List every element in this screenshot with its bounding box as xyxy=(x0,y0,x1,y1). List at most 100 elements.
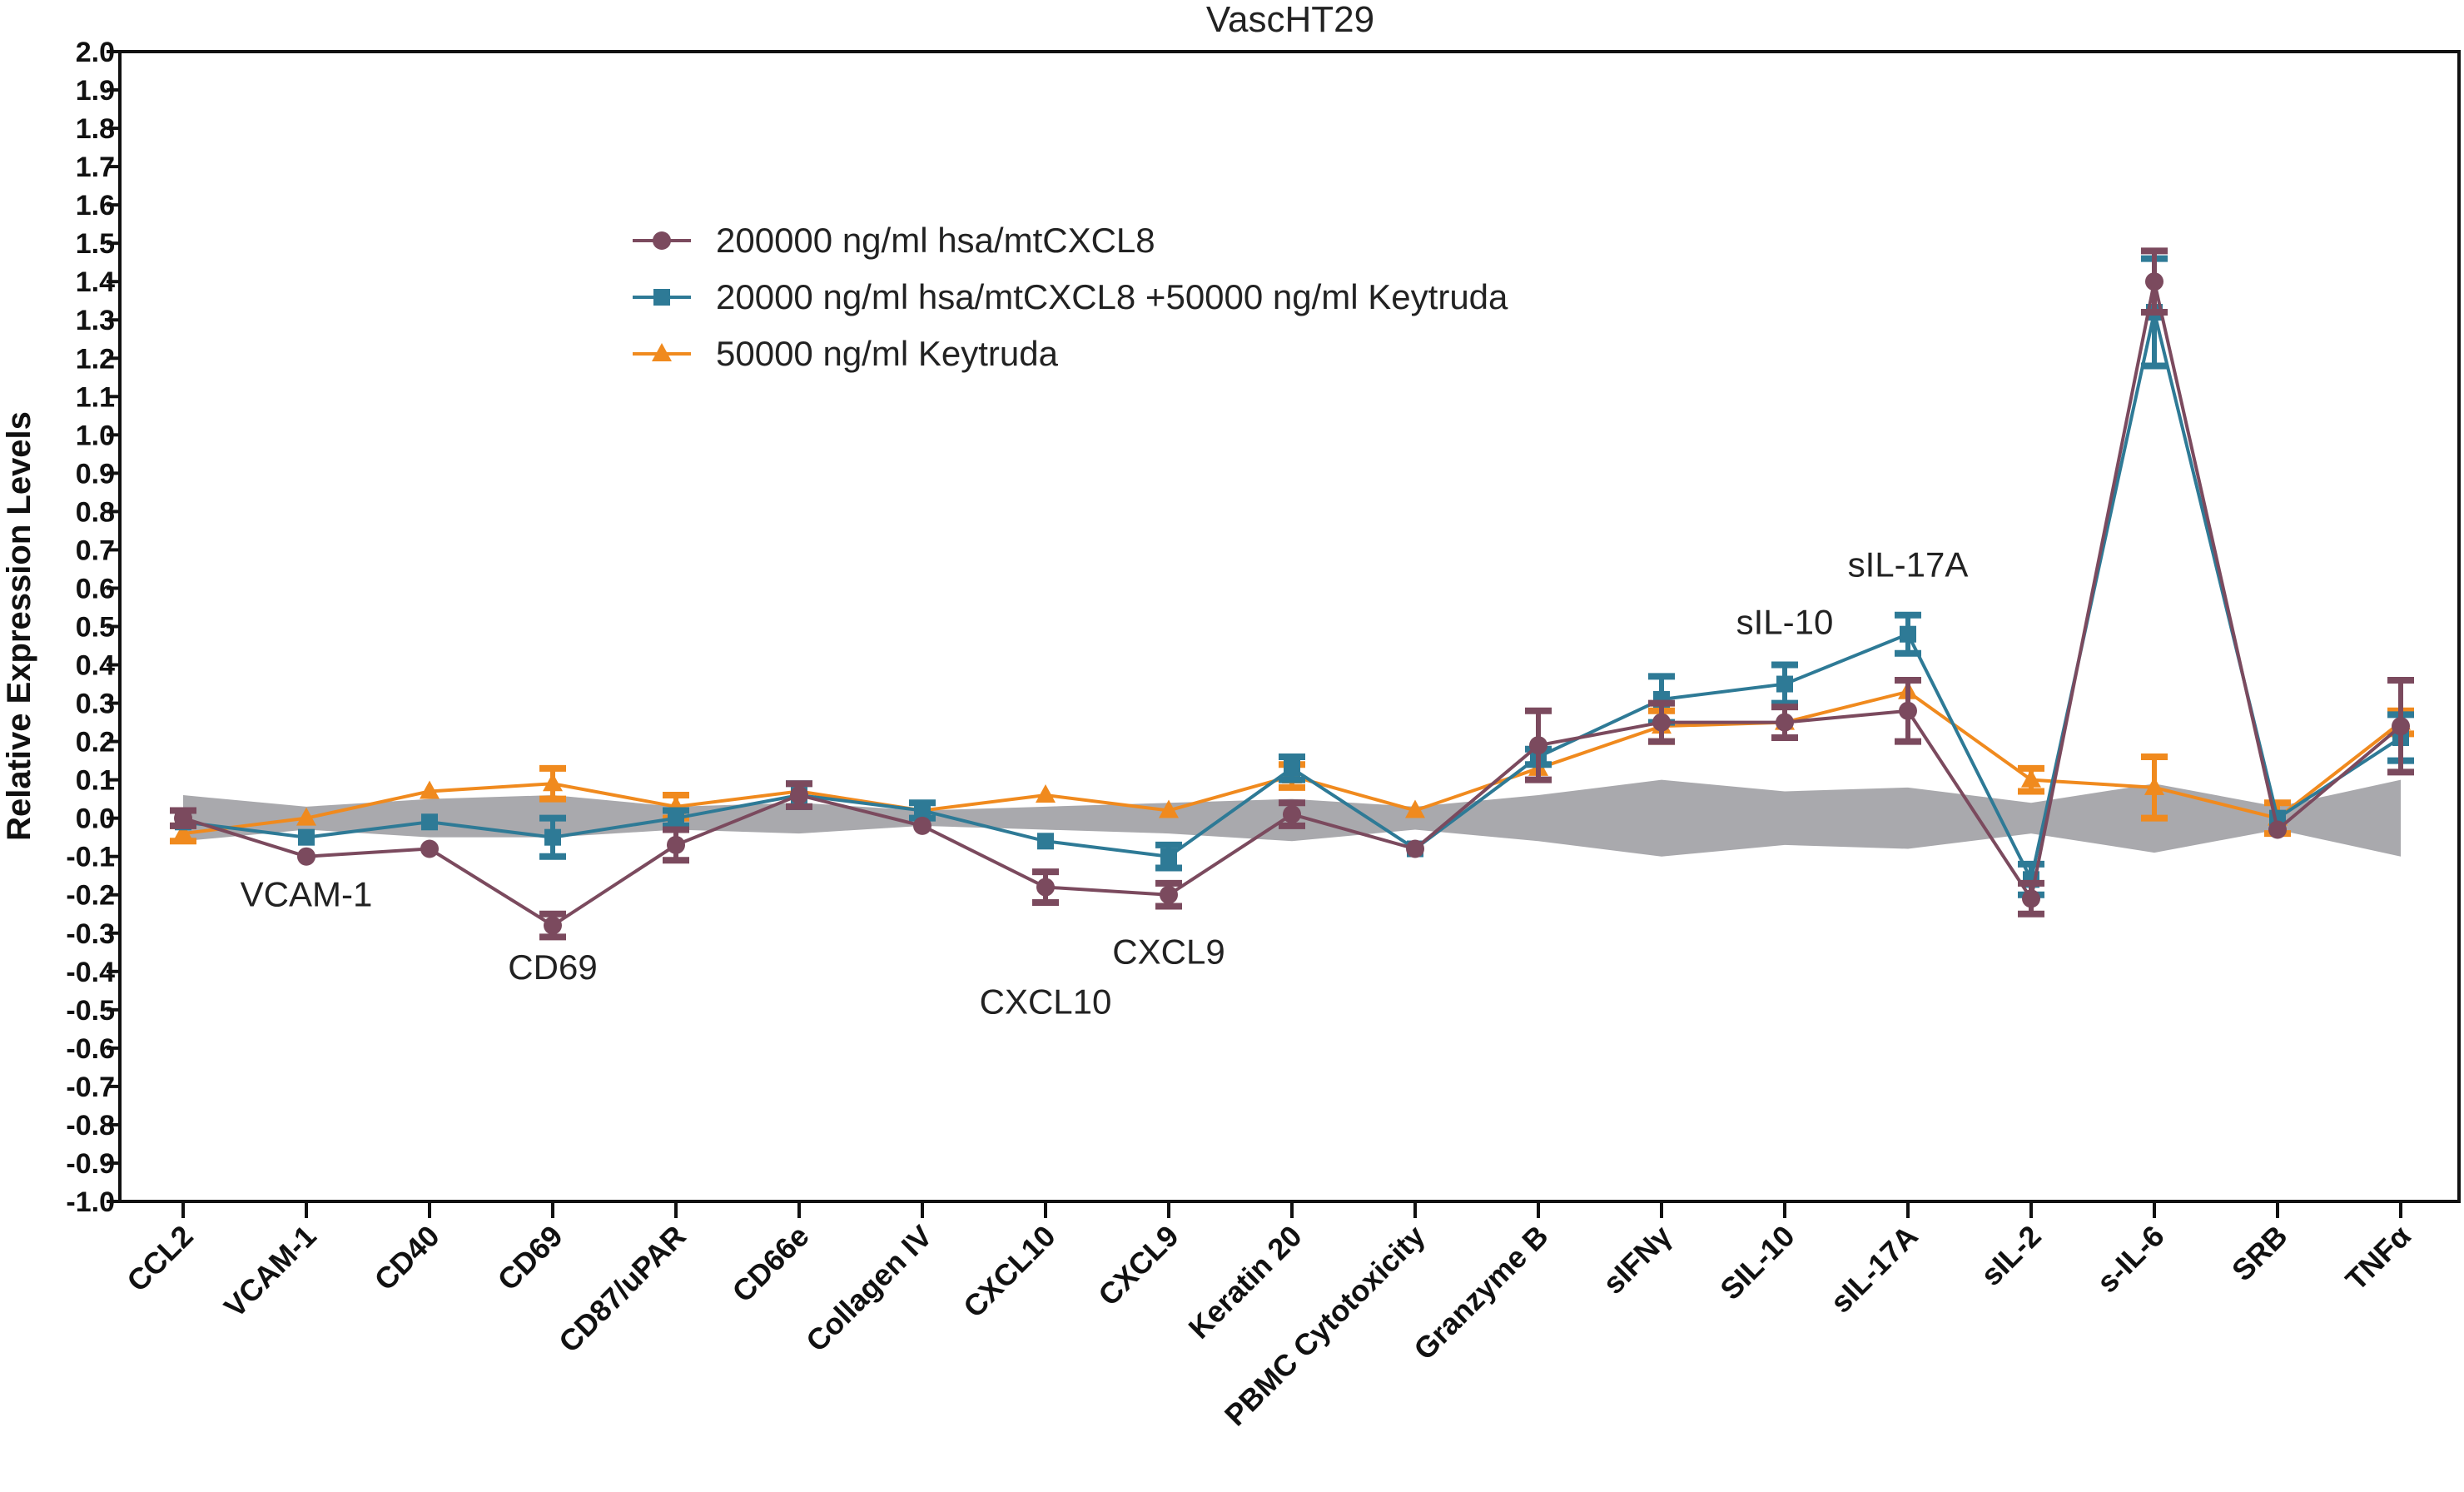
y-tick-label: 2.0 xyxy=(76,37,115,68)
y-tick-label: 0.1 xyxy=(76,765,115,797)
data-point xyxy=(2144,776,2164,795)
y-tick-label: 1.6 xyxy=(76,190,115,221)
data-point xyxy=(914,802,931,819)
y-tick-label: 0.8 xyxy=(76,496,115,528)
data-point xyxy=(297,847,315,866)
data-point xyxy=(1776,675,1793,693)
y-tick-label: 1.7 xyxy=(76,152,115,183)
x-tick-label: PBMC Cytotoxicity xyxy=(1218,1219,1432,1433)
data-point xyxy=(174,808,192,828)
x-tick-label: sIL-17A xyxy=(1824,1219,1925,1320)
data-point xyxy=(2022,889,2040,908)
y-tick-label: -1.0 xyxy=(66,1186,115,1218)
data-point xyxy=(1037,833,1054,850)
series-layer xyxy=(170,247,2414,941)
y-tick-label: 0.2 xyxy=(76,727,115,758)
y-tick-label: -0.3 xyxy=(66,918,115,950)
y-axis: -1.0 -0.9 -0.8 -0.7 -0.6 -0.5 -0.4 -0.3 -0.2 -0.1… xyxy=(66,37,120,1218)
data-point xyxy=(1036,878,1055,897)
x-tick-label: sIL-2 xyxy=(1974,1219,2047,1292)
data-point xyxy=(1284,759,1300,777)
annotation-label: sIL-17A xyxy=(1848,545,1969,584)
y-tick-label: -0.2 xyxy=(66,880,115,912)
y-tick-label: 0.6 xyxy=(76,573,115,604)
legend-label: 50000 ng/ml Keytruda xyxy=(716,334,1059,373)
y-tick-label: 1.1 xyxy=(76,381,115,413)
legend-entry-3: 50000 ng/ml Keytruda xyxy=(633,334,1059,373)
x-tick-label: VCAM-1 xyxy=(217,1219,323,1325)
y-tick-label: 0.0 xyxy=(76,803,115,835)
data-point xyxy=(2392,717,2410,736)
y-axis-label: Relative Expression Levels xyxy=(1,411,37,841)
data-point xyxy=(790,786,808,805)
data-point xyxy=(1160,885,1178,904)
y-tick-label: -0.9 xyxy=(66,1148,115,1180)
y-tick-label: 1.3 xyxy=(76,305,115,336)
data-point xyxy=(420,839,439,858)
data-point xyxy=(544,828,561,846)
series-line xyxy=(182,311,2402,885)
data-point xyxy=(1405,799,1425,818)
x-tick-label: sIFNγ xyxy=(1596,1219,1677,1301)
legend: 200000 ng/ml hsa/mtCXCL8 20000 ng/ml hsa/… xyxy=(633,221,1508,373)
y-tick-label: 1.5 xyxy=(76,228,115,260)
data-point xyxy=(1652,713,1671,732)
data-point xyxy=(2021,768,2041,788)
y-tick-label: 0.7 xyxy=(76,535,115,566)
data-point xyxy=(543,773,563,792)
y-tick-label: 1.4 xyxy=(76,266,115,298)
y-tick-label: 0.4 xyxy=(76,650,115,682)
data-point xyxy=(913,816,931,835)
y-tick-label: 1.0 xyxy=(76,420,115,451)
y-tick-label: 0.5 xyxy=(76,612,115,644)
data-point xyxy=(667,835,685,854)
y-tick-label: 0.3 xyxy=(76,689,115,720)
y-tick-label: -0.1 xyxy=(66,842,115,873)
y-tick-label: -0.6 xyxy=(66,1033,115,1065)
x-tick-label: CD87/uPAR xyxy=(552,1219,693,1360)
x-tick-label: Keratin 20 xyxy=(1182,1219,1309,1345)
annotation-label: CD69 xyxy=(508,947,597,987)
data-point xyxy=(421,813,438,831)
annotation-label: CXCL9 xyxy=(1112,932,1225,972)
series-3 xyxy=(170,680,2414,845)
y-tick-label: 0.9 xyxy=(76,458,115,490)
data-point xyxy=(173,823,193,842)
legend-entry-1: 200000 ng/ml hsa/mtCXCL8 xyxy=(633,221,1155,260)
x-tick-label: s-IL-6 xyxy=(2090,1219,2171,1300)
data-point xyxy=(1406,839,1424,858)
data-point xyxy=(2268,820,2287,839)
legend-entry-2: 20000 ng/ml hsa/mtCXCL8 +50000 ng/ml Key… xyxy=(633,277,1508,316)
y-tick-label: 1.2 xyxy=(76,343,115,375)
legend-label: 20000 ng/ml hsa/mtCXCL8 +50000 ng/ml Key… xyxy=(716,277,1508,316)
data-point xyxy=(1159,799,1179,818)
x-tick-label: CXCL10 xyxy=(956,1219,1062,1325)
plot-frame xyxy=(118,50,2461,1203)
data-point xyxy=(2145,272,2163,291)
series-1 xyxy=(170,247,2414,941)
x-tick-label: SIL-10 xyxy=(1713,1219,1801,1306)
annotation-label: CXCL10 xyxy=(980,982,1112,1021)
legend-label: 200000 ng/ml hsa/mtCXCL8 xyxy=(716,221,1155,260)
y-tick-label: -0.8 xyxy=(66,1110,115,1141)
x-tick-label: CD69 xyxy=(491,1219,569,1297)
y-tick-label: -0.7 xyxy=(66,1072,115,1103)
series-2 xyxy=(175,255,2414,898)
legend-marker xyxy=(653,231,671,250)
data-point xyxy=(1160,848,1177,865)
x-tick-label: CD40 xyxy=(368,1219,446,1297)
annotation-label: sIL-10 xyxy=(1736,603,1834,642)
annotation-label: VCAM-1 xyxy=(241,875,373,914)
legend-marker xyxy=(652,343,672,361)
x-tick-label: Collagen IV xyxy=(799,1219,939,1359)
data-point xyxy=(296,807,316,826)
x-tick-label: TNFα xyxy=(2339,1219,2417,1297)
chart-title: VascHT29 xyxy=(1206,0,1374,40)
y-tick-label: 1.8 xyxy=(76,113,115,145)
y-tick-label: 1.9 xyxy=(76,75,115,107)
data-point xyxy=(1036,784,1056,803)
data-point xyxy=(544,916,562,935)
data-point xyxy=(1900,625,1916,643)
